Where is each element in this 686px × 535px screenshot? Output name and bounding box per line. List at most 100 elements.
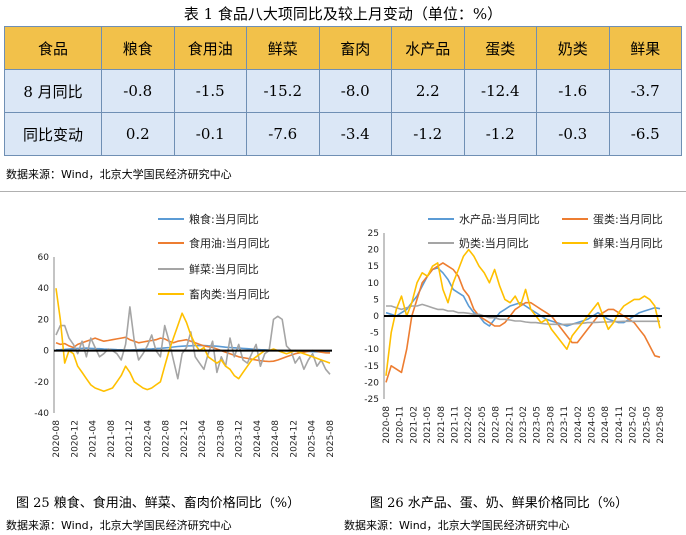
- legend-label: 鲜菜:当月同比: [189, 262, 259, 276]
- right-chart-source: 数据来源：Wind，北京大学国民经济研究中心: [344, 519, 570, 532]
- series-line-2: [385, 262, 661, 383]
- header-cell: 食用油: [173, 26, 247, 70]
- x-tick-label: 2025-08: [656, 406, 666, 444]
- x-tick-label: 2021-12: [125, 420, 135, 458]
- y-tick-label: 0: [373, 312, 379, 322]
- y-tick-label: -5: [370, 329, 379, 339]
- legend-label: 奶类:当月同比: [459, 236, 529, 250]
- x-tick-label: 2021-05: [423, 406, 433, 444]
- x-tick-label: 2023-08: [546, 406, 556, 444]
- legend-label: 食用油:当月同比: [189, 236, 270, 250]
- x-tick-label: 2020-11: [396, 406, 406, 444]
- x-tick-label: 2024-08: [601, 406, 611, 444]
- x-tick-label: 2024-11: [615, 406, 625, 444]
- header-cell: 粮食: [101, 26, 175, 70]
- table-row: 8 月同比 -0.8 -1.5 -15.2 -8.0 2.2 -12.4 -1.…: [4, 69, 682, 113]
- x-tick-label: 2022-02: [464, 406, 474, 444]
- header-cell: 蛋类: [463, 26, 537, 70]
- series-line-4: [55, 288, 331, 393]
- y-tick-label: -10: [364, 345, 379, 355]
- header-cell: 鲜果: [608, 26, 682, 70]
- x-tick-label: 2022-08: [492, 406, 502, 444]
- table-title: 表 1 食品八大项同比及较上月变动（单位：%）: [183, 5, 503, 23]
- table-row: 同比变动 0.2 -0.1 -7.6 -3.4 -1.2 -1.2 -0.3 -…: [4, 112, 682, 156]
- x-tick-label: 2021-04: [89, 420, 99, 458]
- x-tick-label: 2022-08: [162, 420, 172, 458]
- y-tick-label: 40: [38, 284, 50, 294]
- table-cell: -6.5: [608, 112, 682, 156]
- food-cpi-table: 食品 粮食 食用油 鲜菜 畜肉 水产品 蛋类 奶类 鲜果 8 月同比 -0.8 …: [4, 26, 682, 156]
- x-tick-label: 2021-11: [451, 406, 461, 444]
- y-tick-label: 25: [368, 229, 379, 239]
- y-tick-label: 10: [368, 279, 380, 289]
- table-cell: -0.3: [536, 112, 610, 156]
- x-tick-label: 2022-12: [180, 420, 190, 458]
- x-tick-label: 2022-04: [143, 420, 153, 458]
- x-tick-label: 2023-12: [235, 420, 245, 458]
- x-tick-label: 2023-05: [533, 406, 543, 444]
- y-tick-label: -20: [34, 378, 49, 388]
- y-tick-label: -20: [364, 378, 379, 388]
- legend-label: 蛋类:当月同比: [593, 212, 663, 226]
- table-cell: -1.2: [463, 112, 537, 156]
- table-cell: -3.4: [318, 112, 392, 156]
- table-cell: -3.7: [608, 69, 682, 113]
- legend-label: 粮食:当月同比: [189, 212, 259, 226]
- y-tick-label: 5: [373, 295, 379, 305]
- x-tick-label: 2023-08: [216, 420, 226, 458]
- legend-label: 畜肉类:当月同比: [189, 287, 270, 301]
- series-line-3: [386, 303, 660, 326]
- x-tick-label: 2025-05: [642, 406, 652, 444]
- x-tick-label: 2020-12: [70, 420, 80, 458]
- section-divider: [0, 191, 686, 192]
- x-tick-label: 2021-02: [409, 406, 419, 444]
- table-cell: -1.2: [391, 112, 465, 156]
- header-cell: 食品: [4, 26, 102, 70]
- table-cell: -12.4: [463, 69, 537, 113]
- table-cell: 0.2: [101, 112, 175, 156]
- x-tick-label: 2021-08: [107, 420, 117, 458]
- x-tick-label: 2022-11: [505, 406, 515, 444]
- table-cell: -0.8: [101, 69, 175, 113]
- y-tick-label: 60: [38, 253, 50, 263]
- x-tick-label: 2023-04: [198, 420, 208, 458]
- y-tick-label: 15: [368, 262, 379, 272]
- x-tick-label: 2024-08: [271, 420, 281, 458]
- row-label: 8 月同比: [4, 69, 102, 113]
- x-tick-label: 2024-02: [574, 406, 584, 444]
- table-cell: -15.2: [246, 69, 320, 113]
- y-tick-label: 20: [368, 246, 380, 256]
- x-tick-label: 2025-04: [308, 420, 318, 458]
- series-line-3: [55, 306, 331, 380]
- table-cell: -1.6: [536, 69, 610, 113]
- y-tick-label: 20: [38, 315, 50, 325]
- x-tick-label: 2024-12: [289, 420, 299, 458]
- left-chart-caption: 图 25 粮食、食用油、鲜菜、畜肉价格同比（%）: [16, 496, 301, 511]
- series-line-4: [385, 248, 661, 376]
- table-cell: -0.1: [173, 112, 247, 156]
- table-source: 数据来源：Wind，北京大学国民经济研究中心: [6, 168, 232, 181]
- table-header-row: 食品 粮食 食用油 鲜菜 畜肉 水产品 蛋类 奶类 鲜果: [4, 26, 682, 70]
- x-tick-label: 2024-04: [253, 420, 263, 458]
- row-label: 同比变动: [4, 112, 102, 156]
- x-tick-label: 2021-08: [437, 406, 447, 444]
- header-cell: 畜肉: [318, 26, 392, 70]
- x-tick-label: 2025-08: [326, 420, 336, 458]
- x-tick-label: 2023-02: [519, 406, 529, 444]
- table-cell: -7.6: [246, 112, 320, 156]
- header-cell: 奶类: [536, 26, 610, 70]
- y-tick-label: -40: [34, 409, 49, 419]
- x-tick-label: 2020-08: [52, 420, 62, 458]
- header-cell: 鲜菜: [246, 26, 320, 70]
- x-tick-label: 2023-11: [560, 406, 570, 444]
- y-tick-label: -15: [364, 362, 379, 372]
- y-tick-label: 0: [43, 347, 49, 357]
- legend-label: 鲜果:当月同比: [593, 236, 663, 250]
- x-tick-label: 2024-05: [588, 406, 598, 444]
- y-tick-label: -25: [364, 395, 379, 405]
- left-chart-source: 数据来源：Wind，北京大学国民经济研究中心: [6, 519, 232, 532]
- legend-label: 水产品:当月同比: [459, 212, 540, 226]
- right-chart-caption: 图 26 水产品、蛋、奶、鲜果价格同比（%）: [370, 496, 629, 511]
